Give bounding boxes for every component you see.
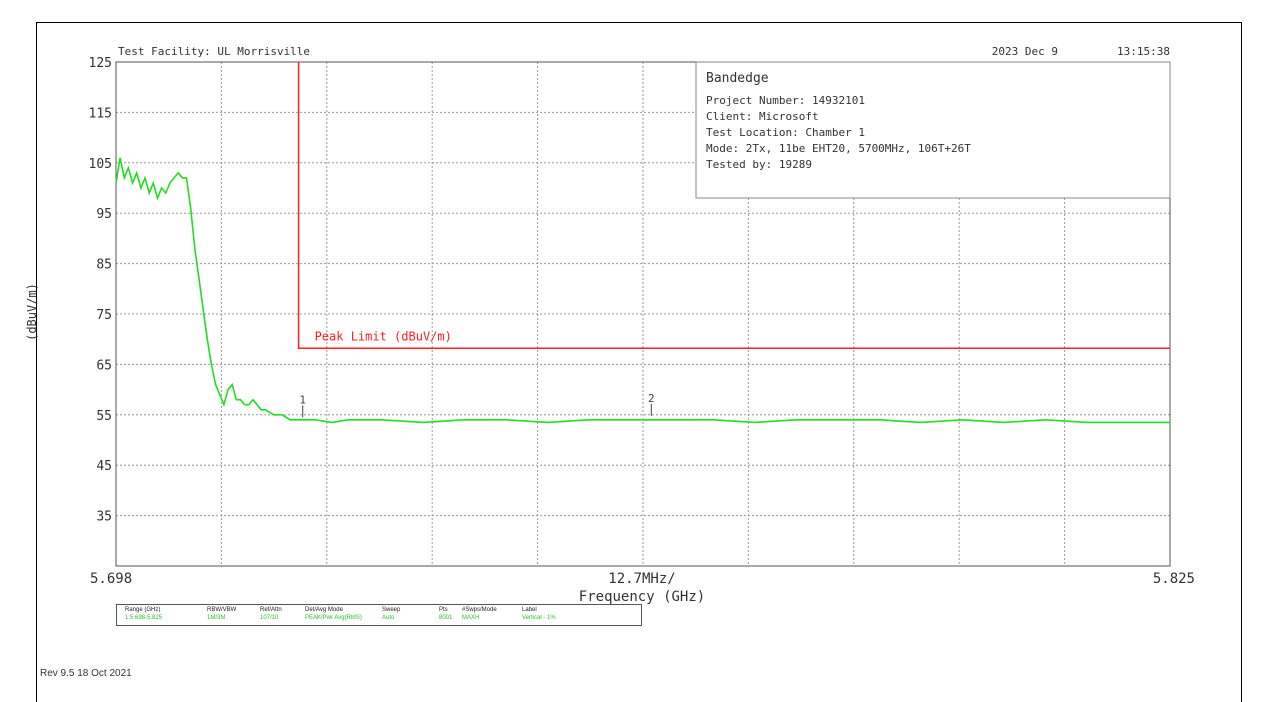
info-line-client: Client: Microsoft <box>706 110 819 123</box>
info-box: Bandedge Project Number: 14932101 Client… <box>695 61 1171 199</box>
y-tick-label: 125 <box>89 56 112 71</box>
info-line-mode: Mode: 2Tx, 11be EHT20, 5700MHz, 106T+26T <box>706 142 971 155</box>
settings-value: Vertical - 1% <box>522 615 556 621</box>
settings-value: MAXH <box>462 615 480 621</box>
settings-value: PEAK/Pwr Avg(RMS) <box>305 615 362 621</box>
y-tick-label: 85 <box>96 258 112 273</box>
settings-header: RBW/VBW <box>207 607 237 613</box>
trace-line <box>115 157 1170 424</box>
settings-header: Ref/Attn <box>260 607 282 613</box>
y-tick-labels: 125 115 105 95 85 75 65 55 45 35 <box>89 56 112 525</box>
info-line-tester: Tested by: 19289 <box>706 158 812 171</box>
settings-col-pts: Pts 8001 <box>439 606 452 622</box>
settings-col-ref: Ref/Attn 107/10 <box>260 606 282 622</box>
settings-value: Auto <box>382 615 395 621</box>
settings-header: Det/Avg Mode <box>305 607 343 613</box>
revision-footer: Rev 9.5 18 Oct 2021 <box>40 668 132 679</box>
settings-value: 1:5.698-5.825 <box>125 615 163 621</box>
spectrum-chart: 125 115 105 95 85 75 65 55 45 35 Test Facility: U… <box>25 45 1195 605</box>
grid <box>115 61 1171 567</box>
y-tick-label: 65 <box>96 358 112 373</box>
y-tick-label: 45 <box>96 459 112 474</box>
y-tick-label: 55 <box>96 409 112 424</box>
x-center-label: 12.7MHz/ <box>608 571 675 587</box>
settings-col-label: Label Vertical - 1% <box>522 606 556 622</box>
y-tick-label: 105 <box>89 157 112 172</box>
marker-2-label: 2 <box>648 392 655 405</box>
test-date: 2023 Dec 9 <box>992 45 1058 58</box>
settings-header: Pts <box>439 607 448 613</box>
info-line-project: Project Number: 14932101 <box>706 94 865 107</box>
settings-header: Range (GHz) <box>125 607 161 613</box>
settings-col-rbw: RBW/VBW 1M/3M <box>207 606 236 622</box>
settings-col-swps: #Swps/Mode MAXH <box>462 606 497 622</box>
settings-value: 107/10 <box>260 615 279 621</box>
y-axis-title: (dBuV/m) <box>25 283 39 341</box>
y-tick-label: 95 <box>96 207 112 222</box>
settings-header: Sweep <box>382 607 401 613</box>
settings-header: Label <box>522 607 537 613</box>
y-tick-label: 35 <box>96 510 112 525</box>
settings-col-det: Det/Avg Mode PEAK/Pwr Avg(RMS) <box>305 606 362 622</box>
y-tick-label: 115 <box>89 106 112 121</box>
x-axis-title: Frequency (GHz) <box>579 589 705 605</box>
marker-1-label: 1 <box>299 393 306 406</box>
settings-value: 8001 <box>439 615 453 621</box>
test-time: 13:15:38 <box>1117 45 1170 58</box>
settings-value: 1M/3M <box>207 615 226 621</box>
settings-col-range: Range (GHz) 1:5.698-5.825 <box>125 606 162 622</box>
x-start-label: 5.698 <box>90 571 132 587</box>
peak-limit-line <box>297 62 1170 350</box>
info-line-location: Test Location: Chamber 1 <box>706 126 865 139</box>
test-facility-label: Test Facility: UL Morrisville <box>118 45 310 58</box>
settings-header: #Swps/Mode <box>462 607 497 613</box>
x-end-label: 5.825 <box>1153 571 1195 587</box>
plot-border <box>115 61 1171 567</box>
report-frame <box>36 22 1242 702</box>
y-tick-label: 75 <box>96 308 112 323</box>
info-box-title: Bandedge <box>706 71 769 86</box>
peak-limit-label: Peak Limit (dBuV/m) <box>315 329 452 343</box>
limit-layer: Peak Limit (dBuV/m) <box>297 62 1170 350</box>
settings-col-sweep: Sweep Auto <box>382 606 400 622</box>
settings-table: Range (GHz) 1:5.698-5.825 RBW/VBW 1M/3M … <box>116 604 642 626</box>
